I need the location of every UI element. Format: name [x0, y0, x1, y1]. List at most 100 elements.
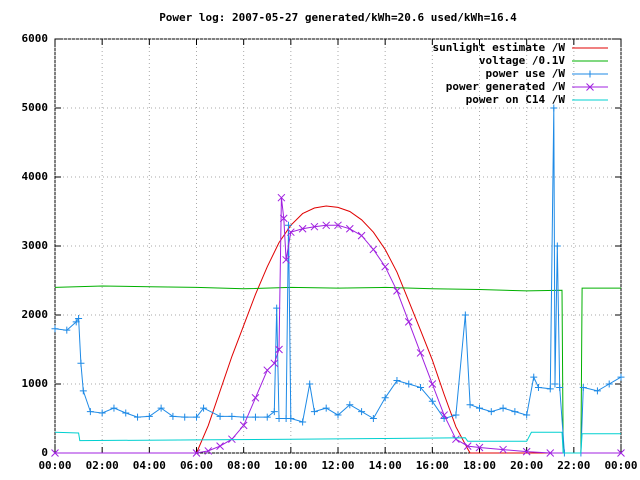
- point-marker: [546, 449, 555, 457]
- point-marker: [270, 359, 279, 368]
- point-marker: [122, 409, 130, 417]
- point-marker: [79, 387, 87, 395]
- point-marker: [251, 413, 259, 421]
- series-line: [55, 205, 621, 454]
- x-tick-label: 08:00: [227, 459, 260, 472]
- point-marker: [530, 373, 538, 381]
- point-marker: [51, 325, 59, 333]
- point-marker: [593, 387, 601, 395]
- point-marker: [416, 349, 425, 357]
- point-marker: [522, 447, 531, 456]
- point-marker: [499, 404, 507, 412]
- y-tick-label: 2000: [22, 308, 49, 321]
- x-tick-label: 22:00: [557, 459, 590, 472]
- y-tick-label: 1000: [22, 377, 49, 390]
- point-marker: [77, 359, 85, 367]
- y-tick-label: 5000: [22, 101, 49, 114]
- point-marker: [550, 104, 558, 112]
- point-marker: [553, 242, 561, 250]
- point-marker: [310, 408, 318, 416]
- point-marker: [251, 393, 260, 402]
- point-marker: [192, 449, 201, 457]
- y-tick-label: 0: [41, 446, 48, 459]
- point-marker: [299, 418, 307, 426]
- chart-title: Power log: 2007-05-27 generated/kWh=20.6…: [159, 11, 517, 24]
- point-marker: [475, 443, 484, 452]
- point-marker: [110, 404, 118, 412]
- point-marker: [51, 449, 59, 457]
- legend-marker: [586, 83, 594, 91]
- point-marker: [417, 383, 425, 391]
- point-marker: [306, 380, 314, 388]
- point-marker: [287, 415, 295, 422]
- legend-label: sunlight estimate /W: [433, 41, 566, 54]
- point-marker: [452, 411, 460, 419]
- point-marker: [216, 412, 224, 420]
- point-marker: [466, 401, 474, 409]
- point-marker: [404, 318, 413, 326]
- point-marker: [579, 383, 587, 391]
- point-marker: [358, 408, 366, 416]
- point-marker: [277, 193, 286, 202]
- point-marker: [273, 304, 281, 312]
- series-line: [54, 431, 621, 454]
- point-marker: [263, 413, 271, 421]
- point-marker: [605, 380, 613, 388]
- legend-label: power on C14 /W: [466, 93, 566, 106]
- legend-marker: [586, 70, 594, 78]
- point-marker: [263, 366, 272, 375]
- point-marker: [476, 404, 483, 412]
- point-marker: [169, 412, 177, 420]
- x-tick-label: 12:00: [321, 459, 354, 472]
- x-tick-label: 14:00: [369, 459, 402, 472]
- point-marker: [284, 221, 292, 229]
- point-marker: [523, 411, 531, 419]
- point-marker: [286, 228, 295, 237]
- point-marker: [282, 255, 290, 264]
- point-marker: [617, 449, 625, 457]
- point-marker: [204, 447, 213, 455]
- point-marker: [275, 345, 283, 354]
- point-marker: [346, 401, 354, 409]
- point-marker: [134, 413, 142, 421]
- point-marker: [75, 314, 83, 322]
- x-tick-label: 18:00: [463, 459, 496, 472]
- point-marker: [428, 397, 436, 405]
- point-marker: [310, 222, 319, 231]
- point-marker: [157, 404, 165, 412]
- point-marker: [240, 413, 248, 421]
- point-marker: [239, 421, 248, 430]
- x-tick-label: 20:00: [510, 459, 543, 472]
- point-marker: [428, 380, 437, 388]
- point-marker: [546, 385, 554, 393]
- series-line: [55, 197, 621, 454]
- point-marker: [181, 413, 189, 421]
- y-tick-label: 3000: [22, 239, 49, 252]
- point-marker: [216, 442, 224, 450]
- x-tick-label: 10:00: [274, 459, 307, 472]
- point-marker: [86, 408, 94, 416]
- point-marker: [279, 214, 288, 223]
- x-tick-label: 16:00: [416, 459, 449, 472]
- point-marker: [369, 415, 377, 422]
- x-tick-label: 00:00: [38, 459, 71, 472]
- point-marker: [461, 311, 469, 319]
- point-marker: [298, 224, 307, 233]
- legend-label: voltage /0.1V: [479, 54, 565, 67]
- point-marker: [393, 377, 401, 385]
- x-tick-label: 06:00: [180, 459, 213, 472]
- point-marker: [345, 224, 354, 233]
- point-marker: [487, 408, 495, 416]
- point-marker: [200, 404, 208, 412]
- point-marker: [63, 326, 71, 334]
- point-marker: [275, 415, 283, 422]
- x-tick-label: 02:00: [86, 459, 119, 472]
- point-marker: [270, 408, 278, 416]
- point-marker: [511, 408, 519, 416]
- point-marker: [228, 412, 236, 420]
- point-marker: [405, 380, 413, 388]
- point-marker: [452, 435, 460, 444]
- point-marker: [556, 383, 564, 391]
- y-tick-label: 4000: [22, 170, 49, 183]
